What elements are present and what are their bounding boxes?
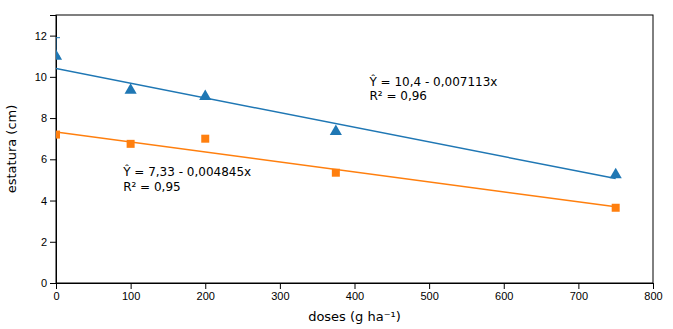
point [332,169,340,177]
annotation: Ŷ = 10,4 - 0,007113xR² = 0,96 [368,74,497,103]
annotation: Ŷ = 7,33 - 0,004845xR² = 0,95 [122,164,251,193]
tick-label: 2 [41,236,47,248]
chart-container: 0 100 200 300 400 500 600 700 800 0 2 4 6 8 10 12 Ŷ = 10… [0,0,673,329]
point [610,168,622,179]
tick: 600 [495,283,513,302]
tick: 12 [35,30,56,42]
regression-line [56,69,616,179]
axis-line [57,284,654,290]
tick-mark [205,283,206,289]
annotation-line: R² = 0,95 [123,180,181,194]
tick-label: 600 [495,290,513,302]
point [201,135,209,143]
tick-label: 6 [41,153,47,165]
tick-mark [429,283,430,289]
tick-label: 200 [197,290,215,302]
tick: 300 [271,283,289,302]
tick-mark [578,283,579,289]
tick-label: 700 [570,290,588,302]
tick-mark [50,201,56,202]
tick-label: 4 [41,195,47,207]
tick: 0 [41,277,56,289]
point [56,131,60,139]
tick-mark [50,159,56,160]
tick-label: 800 [644,290,662,302]
tick-label: 10 [35,71,47,83]
annotation-line: R² = 0,96 [369,89,427,103]
tick: 800 [644,283,662,302]
tick-label: 400 [346,290,364,302]
point [127,140,135,148]
tick: 8 [41,112,56,124]
tick: 2 [41,236,56,248]
tick-label: 100 [122,290,140,302]
tick: 400 [346,283,364,302]
x-axis: 0 100 200 300 400 500 600 700 800 [53,283,662,302]
tick-mark [50,36,56,37]
plot-frame [56,15,653,283]
y-axis: 0 2 4 6 8 10 12 [35,16,57,290]
annotation-line: Ŷ = 7,33 - 0,004845x [122,164,251,179]
annotations: Ŷ = 10,4 - 0,007113xR² = 0,96 Ŷ = 7,33 - … [122,74,497,194]
annotation-line: Ŷ = 10,4 - 0,007113x [368,74,497,89]
tick: 4 [41,195,56,207]
tick-mark [50,77,56,78]
point [125,83,137,94]
tick-mark [50,283,56,284]
tick-mark [653,283,654,289]
tick-mark [50,118,56,119]
tick-label: 0 [41,277,47,289]
tick-mark [355,283,356,289]
tick: 500 [420,283,438,302]
tick: 700 [570,283,588,302]
tick: 200 [197,283,215,302]
y-axis-title: estatura (cm) [4,105,19,194]
marks [56,38,622,212]
tick: 10 [35,71,56,83]
tick-label: 300 [271,290,289,302]
tick-mark [131,283,132,289]
tick: 6 [41,153,56,165]
plot-root: 0 100 200 300 400 500 600 700 800 0 2 4 6 8 10 12 Ŷ = 10… [35,15,663,302]
point [612,204,620,212]
x-axis-title: doses (g ha⁻¹) [308,309,401,324]
point [56,49,62,60]
tick-label: 500 [420,290,438,302]
chart-svg: 0 100 200 300 400 500 600 700 800 0 2 4 6 8 10 12 Ŷ = 10… [0,0,673,329]
tick-label: 0 [53,290,59,302]
tick-mark [50,242,56,243]
regression-line [56,132,616,207]
tick-mark [504,283,505,289]
tick: 0 [53,283,59,302]
point [199,89,211,100]
tick: 100 [122,283,140,302]
error-bar-cap [56,37,60,38]
tick-mark [280,283,281,289]
axis-line [50,16,57,284]
tick-label: 12 [35,30,47,42]
point [330,124,342,135]
tick-label: 8 [41,112,47,124]
